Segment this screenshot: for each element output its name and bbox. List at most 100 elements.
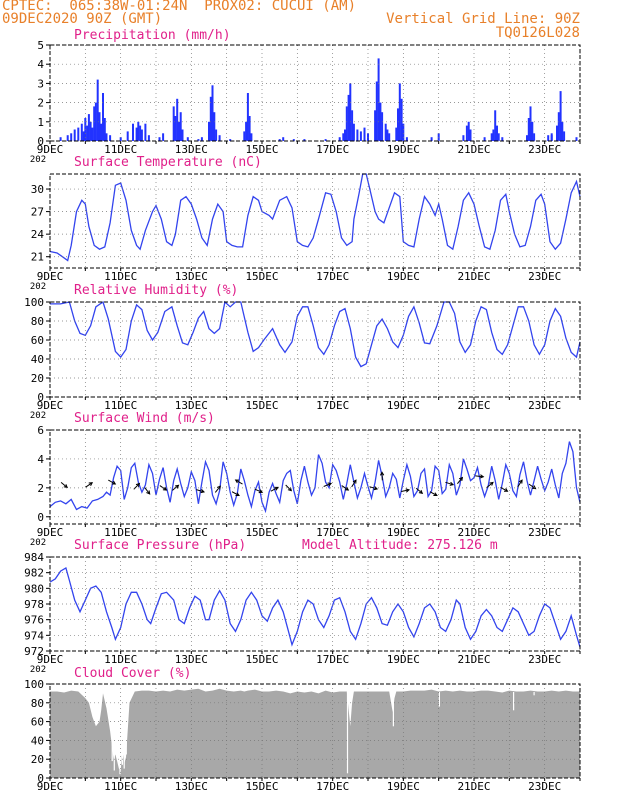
panel-2: 0 20 40 60 80 100 9DEC 11DEC 13DEC 15DEC 17DEC 19DE… xyxy=(24,296,581,421)
precip-bar xyxy=(405,137,408,141)
y-tick-label: 40 xyxy=(31,353,44,366)
x-tick-label: 19DEC xyxy=(387,399,420,412)
precip-bar xyxy=(395,127,398,141)
wind-arrow-head xyxy=(532,485,537,490)
x-tick-label: 11DEC xyxy=(104,653,137,666)
wind-arrow-head xyxy=(174,484,180,489)
x-tick-label: 21DEC xyxy=(457,270,490,283)
precip-bar xyxy=(162,133,165,141)
precip-bar xyxy=(388,133,391,141)
x-tick-label: 9DEC xyxy=(37,143,64,156)
precip-bar xyxy=(172,106,175,141)
precip-bar xyxy=(526,135,528,141)
y-tick-label: 4 xyxy=(37,453,44,466)
wind-arrow-head xyxy=(88,482,94,487)
precip-bar xyxy=(105,133,108,141)
precip-bar xyxy=(93,106,96,141)
x-tick-label: 21DEC xyxy=(457,526,490,539)
x-tick-label: 11DEC xyxy=(104,526,137,539)
precip-bar xyxy=(144,123,147,141)
y-tick-label: 1 xyxy=(37,116,44,129)
x-tick-label: 19DEC xyxy=(387,653,420,666)
panel-frame xyxy=(49,44,581,142)
x-tick-label: 15DEC xyxy=(245,780,278,793)
precip-bar xyxy=(342,133,345,141)
precip-bar xyxy=(497,133,500,141)
precip-bar xyxy=(559,91,562,141)
x-year-label: 202 xyxy=(30,282,46,292)
title-pressure: Surface Pressure (hPa) xyxy=(74,538,247,553)
precip-bar xyxy=(213,112,216,141)
x-tick-label: 19DEC xyxy=(387,526,420,539)
panel-frame xyxy=(49,173,581,269)
x-tick-label: 19DEC xyxy=(387,143,420,156)
precip-bar xyxy=(529,106,532,141)
wind-arrow xyxy=(108,479,116,485)
precip-bar xyxy=(77,127,80,141)
precip-bar xyxy=(469,129,472,141)
panel-1: 21 24 27 30 9DEC 11DEC 13DEC 15DEC 17DEC 19DEC 21D… xyxy=(30,173,581,292)
wind-arrow-head xyxy=(200,489,206,494)
precip-bar xyxy=(345,106,348,141)
precip-bar xyxy=(575,137,578,141)
header-location: CPTEC: 065:38W-01:24N PROX02: CUCUI (AM) xyxy=(2,0,357,14)
wind-arrow xyxy=(457,477,463,485)
y-tick-label: 2 xyxy=(37,482,44,495)
wind-arrow xyxy=(172,484,179,491)
y-tick-label: 0 xyxy=(37,391,44,404)
wind-arrow-head xyxy=(518,479,523,484)
precip-bar xyxy=(100,123,103,141)
panel-frame xyxy=(49,683,581,779)
precip-bar xyxy=(211,85,214,141)
precip-bar xyxy=(531,121,534,141)
x-tick-label: 17DEC xyxy=(316,270,349,283)
precip-bar xyxy=(174,116,177,141)
wind-arrow-head xyxy=(449,481,455,486)
precip-bar xyxy=(229,139,232,141)
wind-arrow xyxy=(270,486,279,492)
precip-bar xyxy=(400,98,403,141)
precip-bar xyxy=(356,129,359,141)
panel-0: 0 1 2 3 4 5 9DEC 11DEC 13DEC 15DEC 17DEC 19DEC 21DEC… xyxy=(30,39,581,165)
wind-arrow-head xyxy=(344,486,350,491)
precip-bar xyxy=(178,121,180,141)
wind-arrow xyxy=(369,486,378,490)
panel-5: 0 20 40 60 80 100 9DEC 11DEC 13DEC 15DEC 17DEC 19DE… xyxy=(24,678,581,793)
precip-bar xyxy=(181,129,184,141)
x-tick-label: 13DEC xyxy=(175,399,208,412)
precip-bar xyxy=(292,139,295,141)
precip-bar xyxy=(87,114,90,141)
wind-arrow-head xyxy=(479,474,485,479)
wind-arrow xyxy=(214,485,221,493)
y-tick-label: 21 xyxy=(31,251,44,264)
x-tick-label: 15DEC xyxy=(245,270,278,283)
wind-arrow-head xyxy=(146,490,151,495)
precip-bar xyxy=(140,129,143,141)
x-tick-label: 9DEC xyxy=(37,526,64,539)
x-tick-label: 13DEC xyxy=(175,780,208,793)
precip-bar xyxy=(430,137,433,141)
y-tick-label: 100 xyxy=(24,296,44,309)
precip-bar xyxy=(66,135,69,141)
x-tick-label: 9DEC xyxy=(37,399,64,412)
precip-bar xyxy=(98,112,101,141)
precip-bar xyxy=(82,131,85,141)
wind-arrow-head xyxy=(234,479,240,484)
precip-bar xyxy=(135,127,138,141)
x-tick-label: 15DEC xyxy=(245,143,278,156)
precip-bar xyxy=(139,125,142,141)
precip-bar xyxy=(197,139,200,141)
y-tick-label: 0 xyxy=(37,772,44,785)
precip-bar xyxy=(218,135,221,141)
y-tick-label: 24 xyxy=(31,228,45,241)
wind-arrow-head xyxy=(379,471,385,476)
precip-bar xyxy=(494,110,497,141)
precip-bar xyxy=(547,135,550,141)
wind-arrow xyxy=(235,479,243,485)
precip-bar xyxy=(282,137,285,141)
y-tick-label: 80 xyxy=(31,315,44,328)
x-tick-label: 13DEC xyxy=(175,143,208,156)
cloud-area xyxy=(50,688,580,778)
precip-bar xyxy=(215,129,218,141)
